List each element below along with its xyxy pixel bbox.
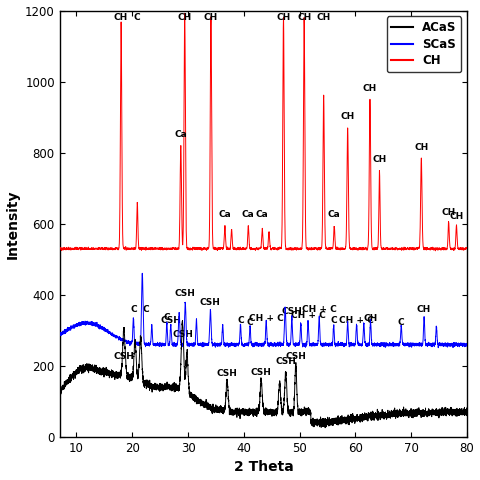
Text: Ca: Ca xyxy=(328,210,341,219)
Text: Ca: Ca xyxy=(256,210,269,219)
Text: CH: CH xyxy=(316,13,331,22)
X-axis label: 2 Theta: 2 Theta xyxy=(234,460,293,474)
Text: CH + C: CH + C xyxy=(302,305,336,314)
Text: CSH: CSH xyxy=(113,352,134,360)
Legend: ACaS, SCaS, CH: ACaS, SCaS, CH xyxy=(387,16,461,72)
Text: Ca: Ca xyxy=(174,130,187,139)
Text: CSH: CSH xyxy=(175,289,196,299)
Text: CH: CH xyxy=(363,84,377,93)
Text: C: C xyxy=(398,318,405,327)
Text: CH + C: CH + C xyxy=(339,316,374,325)
Text: CH: CH xyxy=(276,13,290,22)
Text: CSH: CSH xyxy=(160,316,181,325)
Text: CH: CH xyxy=(204,13,218,22)
Text: CSH: CSH xyxy=(172,330,193,339)
Text: CSH: CSH xyxy=(200,298,221,307)
Text: CSH: CSH xyxy=(275,357,296,366)
Y-axis label: Intensity: Intensity xyxy=(6,189,20,259)
Text: CH: CH xyxy=(297,13,311,22)
Text: CSH: CSH xyxy=(281,307,302,316)
Text: C: C xyxy=(134,13,141,22)
Text: C: C xyxy=(237,316,244,325)
Text: CH: CH xyxy=(442,208,456,217)
Text: CSH: CSH xyxy=(285,352,306,360)
Text: CH: CH xyxy=(417,305,431,314)
Text: CH: CH xyxy=(363,314,378,324)
Text: Ca: Ca xyxy=(218,210,231,219)
Text: CSH: CSH xyxy=(216,370,238,378)
Text: C: C xyxy=(330,316,337,325)
Text: CH: CH xyxy=(449,212,464,221)
Text: CH: CH xyxy=(340,112,355,121)
Text: CH: CH xyxy=(372,155,386,164)
Text: CH: CH xyxy=(114,13,128,22)
Text: C: C xyxy=(143,305,150,314)
Text: C: C xyxy=(164,312,170,322)
Text: C: C xyxy=(247,318,253,327)
Text: CH: CH xyxy=(178,13,192,22)
Text: CH + C: CH + C xyxy=(291,311,325,320)
Text: CSH: CSH xyxy=(251,368,272,377)
Text: C: C xyxy=(130,305,137,314)
Text: CH: CH xyxy=(414,143,429,152)
Text: Ca: Ca xyxy=(242,210,255,219)
Text: CH + C: CH + C xyxy=(249,314,284,324)
